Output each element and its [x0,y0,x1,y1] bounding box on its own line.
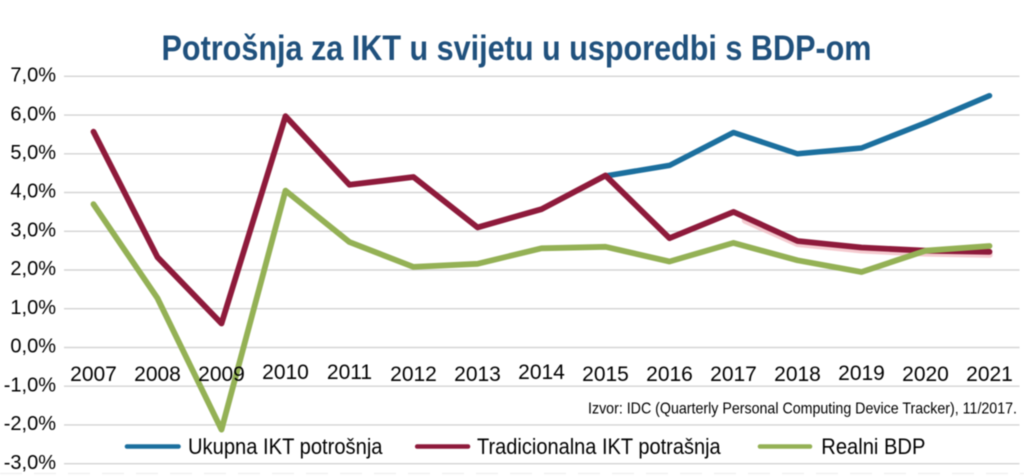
svg-text:2008: 2008 [134,363,181,386]
svg-text:5,0%: 5,0% [10,142,56,164]
svg-text:4,0%: 4,0% [10,181,56,203]
svg-text:2019: 2019 [838,362,885,385]
svg-text:Realni BDP: Realni BDP [821,434,925,459]
svg-text:2007: 2007 [70,363,117,386]
svg-text:2014: 2014 [518,361,565,384]
svg-text:-3,0%: -3,0% [4,452,56,474]
svg-text:-2,0%: -2,0% [4,413,56,435]
svg-text:2009: 2009 [198,363,245,386]
svg-text:2016: 2016 [646,363,693,386]
svg-text:2021: 2021 [966,363,1013,386]
svg-text:-1,0%: -1,0% [4,374,56,396]
svg-text:Izvor: IDC (Quarterly Personal: Izvor: IDC (Quarterly Personal Computing… [588,401,1017,418]
svg-text:6,0%: 6,0% [10,103,56,125]
svg-text:1,0%: 1,0% [10,297,56,319]
svg-text:2017: 2017 [710,363,757,386]
svg-text:2,0%: 2,0% [10,258,56,280]
svg-text:Potrošnja za IKT u svijetu u u: Potrošnja za IKT u svijetu u usporedbi s… [162,29,872,68]
svg-text:0,0%: 0,0% [10,336,56,358]
svg-text:2011: 2011 [327,361,372,384]
svg-text:2018: 2018 [774,363,821,386]
svg-text:7,0%: 7,0% [10,65,56,87]
svg-text:2013: 2013 [454,363,501,386]
svg-text:Tradicionalna IKT potrašnja: Tradicionalna IKT potrašnja [477,434,721,459]
svg-text:2020: 2020 [902,363,949,386]
svg-text:2010: 2010 [262,361,309,384]
svg-text:3,0%: 3,0% [10,220,56,242]
svg-text:Ukupna IKT potrošnja: Ukupna IKT potrošnja [188,434,383,459]
svg-text:2012: 2012 [390,363,437,386]
svg-text:2015: 2015 [582,363,629,386]
